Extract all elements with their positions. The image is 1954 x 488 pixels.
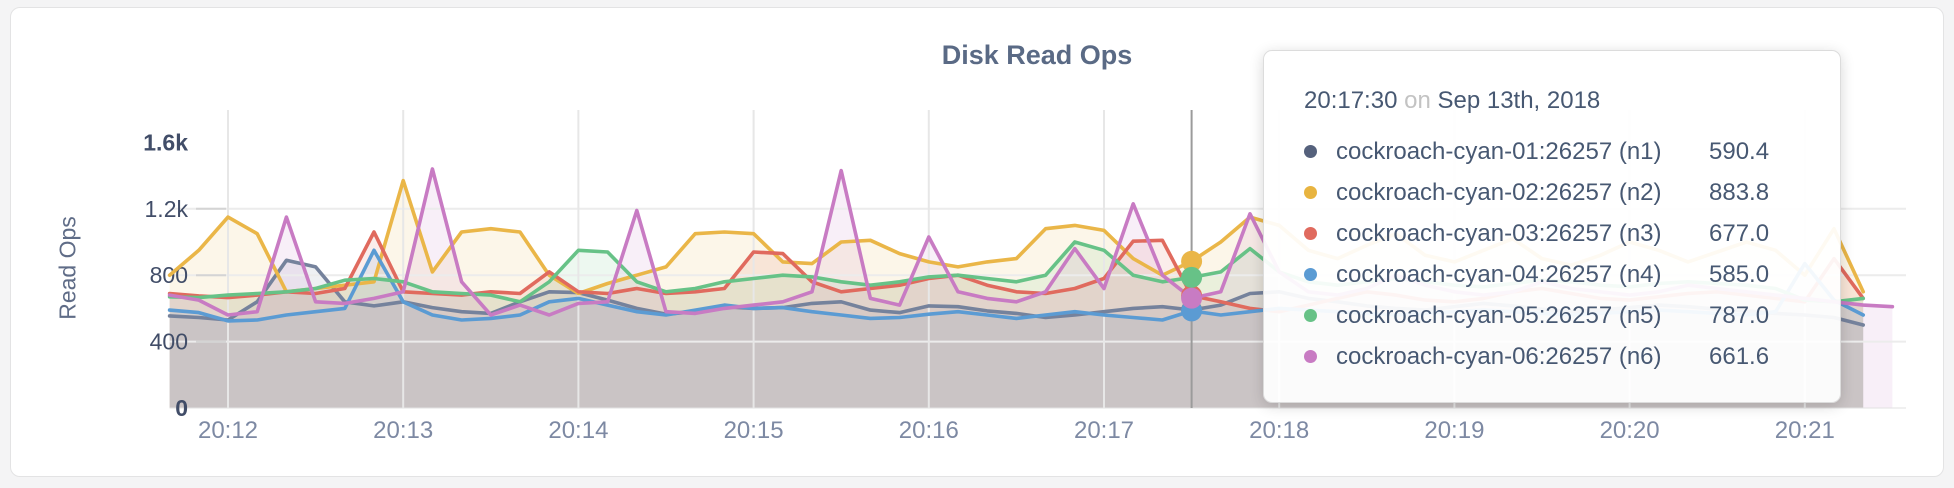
x-tick-label: 20:19 — [1424, 417, 1484, 444]
x-tick-label: 20:12 — [198, 417, 258, 444]
x-tick-label: 20:15 — [724, 417, 784, 444]
tooltip-date: Sep 13th, 2018 — [1437, 87, 1601, 114]
series-dot-icon — [1304, 268, 1317, 281]
series-value: 787.0 — [1709, 301, 1770, 329]
series-name: cockroach-cyan-01:26257 (n1) — [1336, 137, 1662, 165]
tooltip-row: cockroach-cyan-02:26257 (n2) 883.8 — [1304, 172, 1800, 213]
series-dot-icon — [1304, 227, 1317, 240]
x-tick-label: 20:18 — [1249, 417, 1309, 444]
tooltip-row: cockroach-cyan-06:26257 (n6) 661.6 — [1304, 336, 1800, 377]
y-tick-label: 1.6k — [143, 129, 188, 155]
series-dot-icon — [1304, 145, 1317, 158]
x-tick-label: 20:17 — [1074, 417, 1134, 444]
series-value: 661.6 — [1709, 342, 1770, 370]
series-value: 883.8 — [1709, 178, 1770, 206]
chart-title: Disk Read Ops — [941, 40, 1133, 70]
hover-point[interactable] — [1181, 250, 1203, 272]
series-dot-icon — [1304, 186, 1317, 199]
series-dot-icon — [1304, 309, 1317, 322]
series-name: cockroach-cyan-04:26257 (n4) — [1336, 260, 1662, 288]
y-tick-label: 1.2k — [145, 196, 189, 222]
x-tick-label: 20:13 — [373, 417, 433, 444]
x-tick-label: 20:20 — [1600, 417, 1660, 444]
series-name: cockroach-cyan-05:26257 (n5) — [1336, 301, 1662, 329]
series-value: 677.0 — [1709, 219, 1770, 247]
tooltip-header: 20:17:30 on Sep 13th, 2018 — [1304, 87, 1800, 115]
hover-tooltip: 20:17:30 on Sep 13th, 2018 cockroach-cya… — [1263, 50, 1841, 403]
series-value: 585.0 — [1709, 260, 1770, 288]
y-tick-label: 0 — [175, 395, 188, 421]
tooltip-row: cockroach-cyan-04:26257 (n4) 585.0 — [1304, 254, 1800, 295]
tooltip-row: cockroach-cyan-05:26257 (n5) 787.0 — [1304, 295, 1800, 336]
tooltip-row: cockroach-cyan-03:26257 (n3) 677.0 — [1304, 213, 1800, 254]
series-name: cockroach-cyan-06:26257 (n6) — [1336, 342, 1662, 370]
hover-point[interactable] — [1181, 287, 1203, 309]
x-tick-label: 20:14 — [548, 417, 608, 444]
x-tick-label: 20:21 — [1775, 417, 1835, 444]
tooltip-on-word: on — [1404, 87, 1431, 114]
tooltip-row: cockroach-cyan-01:26257 (n1) 590.4 — [1304, 131, 1800, 172]
series-value: 590.4 — [1709, 137, 1770, 165]
series-name: cockroach-cyan-03:26257 (n3) — [1336, 219, 1662, 247]
y-tick-label: 400 — [150, 329, 188, 355]
series-name: cockroach-cyan-02:26257 (n2) — [1336, 178, 1662, 206]
x-tick-label: 20:16 — [899, 417, 959, 444]
series-dot-icon — [1304, 350, 1317, 363]
hover-point[interactable] — [1181, 266, 1203, 288]
tooltip-time: 20:17:30 — [1304, 87, 1398, 114]
